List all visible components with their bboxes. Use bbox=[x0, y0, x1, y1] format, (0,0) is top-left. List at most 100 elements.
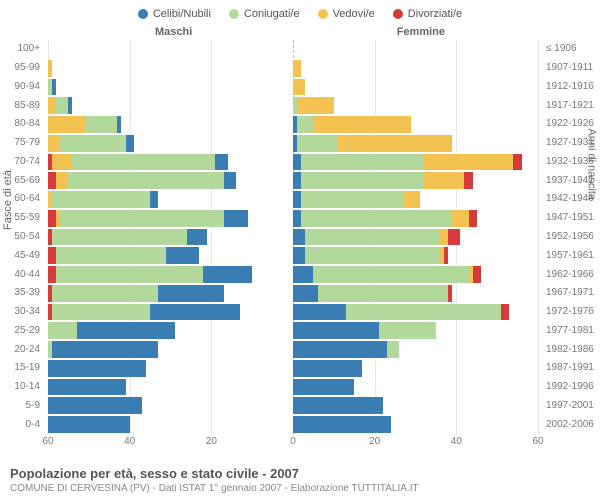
footer-title: Popolazione per età, sesso e stato civil… bbox=[10, 466, 590, 481]
bar-segment bbox=[56, 266, 203, 283]
bar-segment bbox=[305, 229, 440, 246]
birth-label: 1962-1966 bbox=[546, 267, 594, 283]
birth-label: 1912-1916 bbox=[546, 79, 594, 95]
pyramid-row bbox=[48, 340, 538, 359]
pyramid-row bbox=[48, 396, 538, 415]
x-tick-label: 20 bbox=[206, 436, 217, 447]
bar-male bbox=[48, 191, 293, 208]
age-label: 65-69 bbox=[14, 173, 40, 189]
pyramid-row bbox=[48, 96, 538, 115]
x-tick-label: 60 bbox=[42, 436, 53, 447]
bar-segment bbox=[440, 229, 448, 246]
footer-subtitle: COMUNE DI CERVESINA (PV) - Dati ISTAT 1°… bbox=[10, 483, 590, 494]
bar-segment bbox=[52, 191, 150, 208]
pyramid-row bbox=[48, 321, 538, 340]
bar-segment bbox=[318, 285, 449, 302]
bar-segment bbox=[56, 172, 68, 189]
birth-label: 1917-1921 bbox=[546, 98, 594, 114]
bar-segment bbox=[293, 304, 346, 321]
bar-segment bbox=[48, 360, 146, 377]
bar-male bbox=[48, 172, 293, 189]
bar-female bbox=[293, 266, 538, 283]
pyramid-row bbox=[48, 153, 538, 172]
pyramid-row bbox=[48, 171, 538, 190]
bar-segment bbox=[469, 210, 477, 227]
bar-female bbox=[293, 416, 538, 433]
bar-segment bbox=[513, 154, 521, 171]
bar-segment bbox=[293, 322, 379, 339]
x-tick-label: 60 bbox=[532, 436, 543, 447]
bar-male bbox=[48, 266, 293, 283]
bar-segment bbox=[379, 322, 436, 339]
bar-segment bbox=[48, 97, 56, 114]
bar-segment bbox=[60, 210, 223, 227]
bar-segment bbox=[293, 210, 301, 227]
pyramid-row bbox=[48, 415, 538, 434]
pyramid-row bbox=[48, 209, 538, 228]
bar-segment bbox=[452, 210, 468, 227]
bar-segment bbox=[313, 116, 411, 133]
bar-segment bbox=[293, 79, 305, 96]
birth-label: 1977-1981 bbox=[546, 323, 594, 339]
birth-label: 1937-1941 bbox=[546, 173, 594, 189]
bar-segment bbox=[293, 397, 383, 414]
pyramid-row bbox=[48, 284, 538, 303]
age-label: 20-24 bbox=[14, 342, 40, 358]
legend-item: Vedovi/e bbox=[318, 8, 375, 20]
pyramid-chart bbox=[48, 40, 538, 434]
bar-segment bbox=[52, 341, 158, 358]
bar-segment bbox=[52, 304, 150, 321]
bar-segment bbox=[85, 116, 118, 133]
bar-male bbox=[48, 304, 293, 321]
bar-segment bbox=[56, 247, 166, 264]
bar-segment bbox=[444, 247, 448, 264]
bar-segment bbox=[293, 60, 301, 77]
legend-swatch bbox=[393, 9, 403, 19]
bar-segment bbox=[72, 154, 215, 171]
age-label: 90-94 bbox=[14, 79, 40, 95]
bar-segment bbox=[301, 172, 424, 189]
birth-label: 1987-1991 bbox=[546, 360, 594, 376]
bar-segment bbox=[301, 210, 452, 227]
legend-swatch bbox=[229, 9, 239, 19]
bar-segment bbox=[464, 172, 472, 189]
side-label-female: Femmine bbox=[397, 26, 445, 38]
bar-segment bbox=[293, 379, 354, 396]
pyramid-row bbox=[48, 265, 538, 284]
bar-segment bbox=[224, 172, 236, 189]
bar-segment bbox=[293, 285, 318, 302]
age-label: 30-34 bbox=[14, 304, 40, 320]
age-label: 45-49 bbox=[14, 248, 40, 264]
pyramid-row bbox=[48, 78, 538, 97]
x-tick-label: 20 bbox=[369, 436, 380, 447]
bar-segment bbox=[293, 154, 301, 171]
bar-segment bbox=[448, 229, 460, 246]
bar-segment bbox=[297, 97, 334, 114]
bar-male bbox=[48, 60, 293, 77]
legend-label: Coniugati/e bbox=[244, 8, 300, 20]
y-labels-age: 100+95-9990-9485-8980-8475-7970-7465-696… bbox=[0, 40, 44, 434]
bar-segment bbox=[473, 266, 481, 283]
bar-female bbox=[293, 322, 538, 339]
bar-segment bbox=[52, 229, 187, 246]
age-label: 60-64 bbox=[14, 191, 40, 207]
legend-label: Vedovi/e bbox=[333, 8, 375, 20]
bar-segment bbox=[203, 266, 252, 283]
x-tick-label: 40 bbox=[451, 436, 462, 447]
chart-rows bbox=[48, 40, 538, 434]
bar-segment bbox=[60, 135, 125, 152]
birth-label: 1922-1926 bbox=[546, 116, 594, 132]
age-label: 15-19 bbox=[14, 360, 40, 376]
pyramid-row bbox=[48, 246, 538, 265]
legend-label: Celibi/Nubili bbox=[153, 8, 211, 20]
bar-male bbox=[48, 341, 293, 358]
age-label: 95-99 bbox=[14, 60, 40, 76]
pyramid-row bbox=[48, 134, 538, 153]
bar-male bbox=[48, 154, 293, 171]
age-label: 80-84 bbox=[14, 116, 40, 132]
bar-segment bbox=[293, 416, 391, 433]
bar-segment bbox=[56, 97, 68, 114]
bar-segment bbox=[501, 304, 509, 321]
pyramid-row bbox=[48, 59, 538, 78]
bar-female bbox=[293, 360, 538, 377]
